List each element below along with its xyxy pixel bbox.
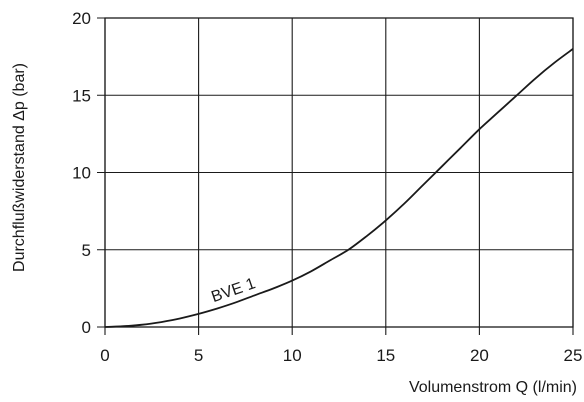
grid	[97, 17, 574, 335]
x-tick-label: 20	[470, 346, 489, 365]
x-tick-label: 10	[283, 346, 302, 365]
plot-frame	[104, 17, 574, 328]
y-tick-label: 15	[72, 86, 91, 105]
x-tick-label: 25	[564, 346, 583, 365]
x-tick-label: 15	[376, 346, 395, 365]
y-axis-title: Durchflußwiderstand Δp (bar)	[11, 63, 28, 272]
x-axis-title: Volumenstrom Q (l/min)	[409, 379, 577, 396]
y-tick-label: 5	[82, 241, 91, 260]
y-tick-label: 0	[82, 318, 91, 337]
y-tick-label: 20	[72, 9, 91, 28]
x-tick-label: 5	[194, 346, 203, 365]
y-tick-label: 10	[72, 164, 91, 183]
x-axis-ticks: 0 5 10 15 20 25	[100, 346, 582, 365]
y-axis-ticks: 0 5 10 15 20	[72, 9, 91, 337]
series-annotation-bve1: BVE 1	[209, 275, 258, 306]
x-tick-label: 0	[100, 346, 109, 365]
series-line-bve1	[104, 48, 574, 328]
